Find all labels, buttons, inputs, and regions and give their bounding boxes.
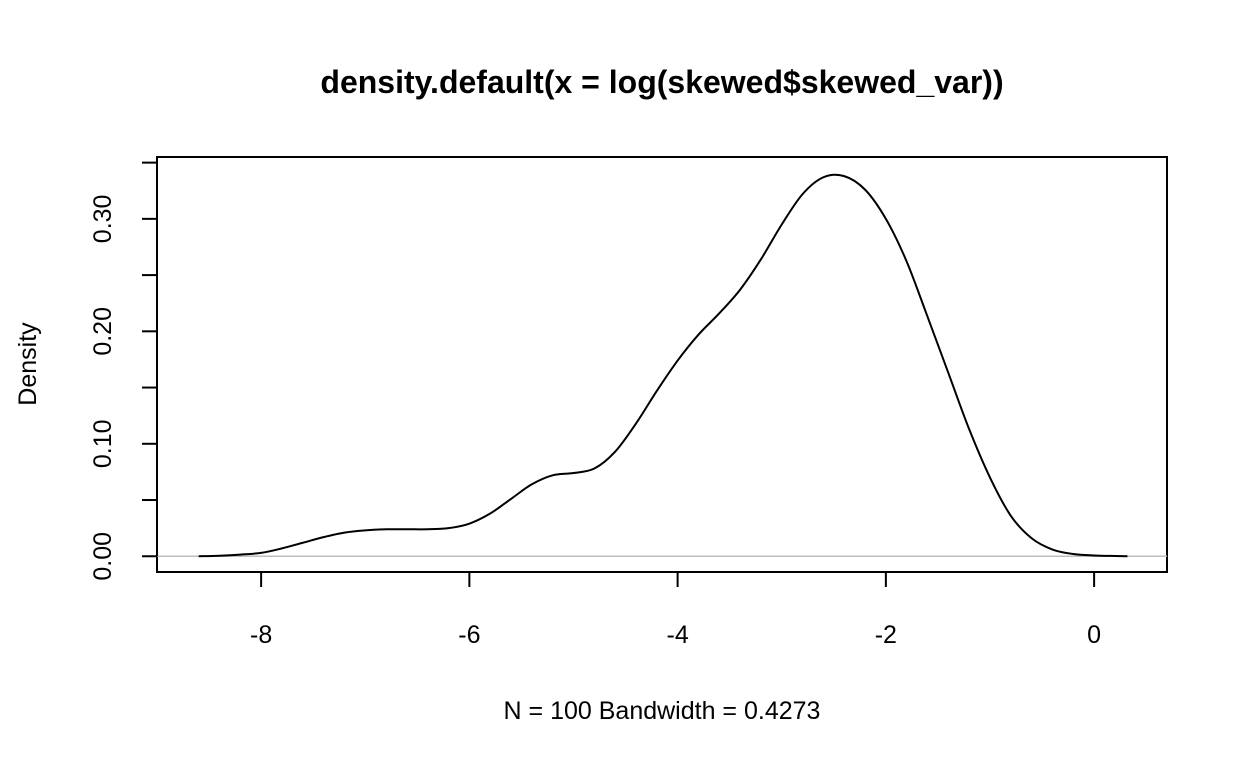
y-tick-label: 0.00 [89,532,117,581]
x-tick-label: 0 [1087,621,1101,649]
y-tick-label: 0.10 [89,419,117,468]
y-axis-label: Density [14,322,42,406]
x-tick-label: -6 [458,621,480,649]
density-curve [198,173,1128,558]
x-tick-label: -4 [667,621,689,649]
y-tick-label: 0.30 [89,195,117,244]
x-axis-label: N = 100 Bandwidth = 0.4273 [504,697,821,725]
y-tick-label: 0.20 [89,307,117,356]
plot-area: -8 -6 -4 -2 0 0.00 0.10 0.20 0.30 [89,156,1168,649]
x-tick-label: -2 [875,621,897,649]
plot-frame [156,156,1168,573]
chart-title: density.default(x = log(skewed$skewed_va… [320,64,1003,100]
x-tick-label: -8 [250,621,272,649]
